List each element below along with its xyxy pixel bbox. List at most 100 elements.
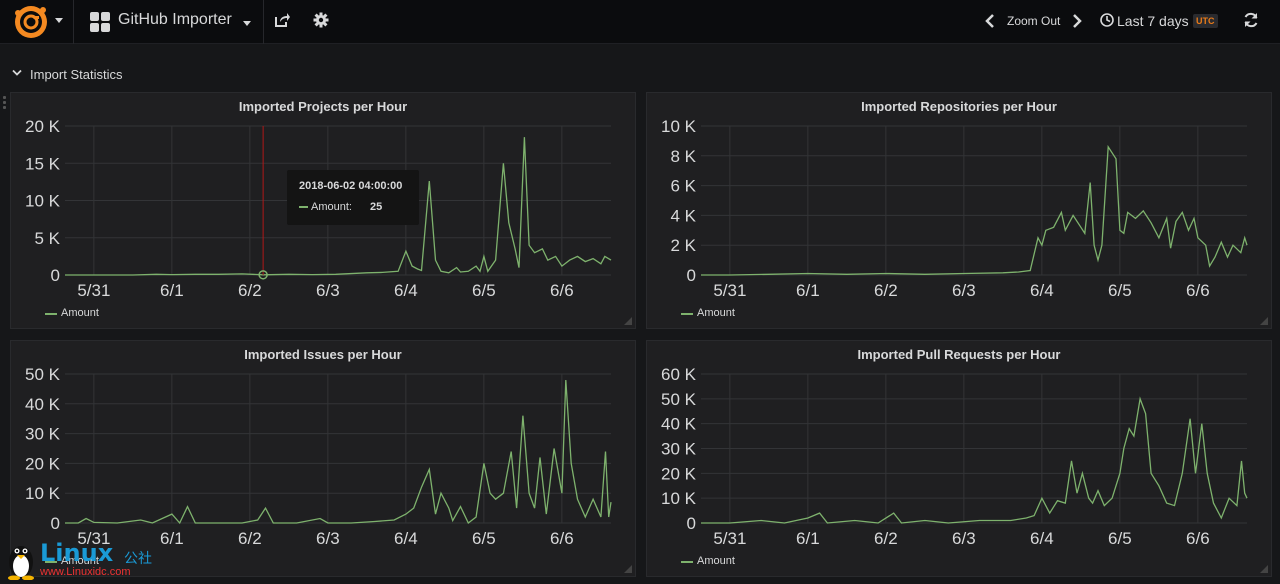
x-tick-label: 6/3 — [316, 281, 340, 300]
y-tick-label: 40 K — [25, 395, 61, 414]
grafana-menu-button[interactable] — [0, 0, 74, 44]
y-tick-label: 15 K — [25, 154, 61, 173]
tooltip-time: 2018-06-02 04:00:00 — [299, 180, 403, 192]
share-icon[interactable] — [274, 12, 290, 28]
penguin-icon — [8, 546, 34, 580]
y-tick-label: 30 K — [661, 440, 697, 459]
graph-tooltip: 2018-06-02 04:00:00 Amount: 25 — [287, 170, 419, 225]
watermark-cn-text: 公社 — [124, 550, 152, 566]
hover-point-marker — [258, 270, 268, 280]
panel-imported-repositories[interactable]: Imported Repositories per Hour 0 2 K 4 K 6 … — [646, 92, 1272, 329]
refresh-icon[interactable] — [1243, 12, 1259, 28]
y-tick-label: 0 — [687, 266, 696, 285]
legend-label: Amount — [61, 555, 99, 567]
gear-icon[interactable] — [313, 12, 329, 28]
x-tick-label: 6/6 — [550, 529, 574, 548]
x-tick-label: 6/1 — [796, 281, 820, 300]
tooltip-swatch — [299, 206, 308, 208]
y-tick-label: 10 K — [25, 192, 61, 211]
x-tick-label: 6/6 — [1186, 529, 1210, 548]
x-tick-label: 6/5 — [1108, 529, 1132, 548]
y-tick-label: 0 — [51, 266, 60, 285]
x-tick-label: 5/31 — [77, 529, 110, 548]
x-tick-label: 6/6 — [550, 281, 574, 300]
panel-title: Imported Issues per Hour — [244, 347, 402, 362]
watermark-url: www.Linuxidc.com — [40, 566, 131, 578]
y-tick-label: 40 K — [661, 415, 697, 434]
timezone-badge: UTC — [1193, 14, 1218, 28]
legend-label: Amount — [61, 307, 99, 319]
y-tick-label: 50 K — [25, 365, 61, 384]
y-tick-label: 0 — [687, 514, 696, 533]
grafana-logo-icon — [15, 6, 47, 38]
panel-title: Imported Pull Requests per Hour — [857, 347, 1061, 362]
y-tick-label: 8 K — [670, 147, 696, 166]
tooltip-series-name: Amount: — [311, 201, 352, 213]
x-tick-label: 6/4 — [1030, 281, 1054, 300]
x-tick-label: 6/3 — [316, 529, 340, 548]
chevron-down-icon — [12, 69, 22, 76]
clock-icon — [1100, 13, 1114, 27]
zoom-out-button[interactable]: Zoom Out — [1007, 14, 1061, 28]
x-tick-label: 6/5 — [472, 281, 496, 300]
y-tick-label: 2 K — [670, 236, 696, 255]
y-tick-label: 30 K — [25, 425, 61, 444]
panel-title: Imported Repositories per Hour — [861, 99, 1057, 114]
dashboard-picker-button[interactable]: GitHub Importer — [74, 0, 264, 44]
x-tick-label: 6/5 — [472, 529, 496, 548]
x-tick-label: 6/4 — [394, 281, 418, 300]
x-tick-label: 6/6 — [1186, 281, 1210, 300]
x-tick-label: 6/4 — [394, 529, 418, 548]
tooltip-value: 25 — [370, 201, 383, 213]
row-title: Import Statistics — [30, 67, 123, 82]
resize-handle-icon[interactable] — [1260, 565, 1268, 573]
x-tick-label: 6/2 — [874, 529, 898, 548]
y-tick-label: 4 K — [670, 206, 696, 225]
resize-handle-icon[interactable] — [1260, 317, 1268, 325]
chevron-right-icon[interactable] — [1072, 14, 1082, 28]
y-tick-label: 6 K — [670, 177, 696, 196]
watermark: Linux 公社 www.Linuxidc.com — [4, 538, 174, 582]
panel-title: Imported Projects per Hour — [238, 99, 408, 114]
x-tick-label: 6/1 — [160, 281, 184, 300]
line-chart[interactable]: 0 5 K 10 K 15 K 20 K 5/31 6/1 6/2 6/3 6/4 6/5 6/6 — [11, 93, 637, 330]
chevron-down-icon — [55, 18, 63, 23]
y-tick-label: 50 K — [661, 390, 697, 409]
top-navbar: GitHub Importer Zoom Out Last 7 days UTC — [0, 0, 1280, 44]
legend-swatch — [681, 561, 693, 563]
panel-imported-issues[interactable]: Imported Issues per Hour 0 10 K 20 K 30 K 40… — [10, 340, 636, 577]
legend-label: Amount — [697, 555, 735, 567]
y-tick-label: 20 K — [25, 454, 61, 473]
resize-handle-icon[interactable] — [624, 317, 632, 325]
y-tick-label: 10 K — [25, 484, 61, 503]
legend-swatch — [45, 313, 57, 315]
line-chart[interactable]: 0 10 K 20 K 30 K 40 K 50 K 5/31 6/1 6/2 6/3 6/4 6/5… — [11, 341, 637, 578]
legend-swatch — [45, 561, 57, 563]
x-tick-label: 6/1 — [796, 529, 820, 548]
x-tick-label: 6/3 — [952, 529, 976, 548]
series-line-amount — [701, 144, 1248, 276]
x-tick-label: 6/4 — [1030, 529, 1054, 548]
line-chart[interactable]: 0 10 K 20 K 30 K 40 K 50 K 60 K 5/31 6/1 6/2 6/3 6/… — [647, 341, 1273, 578]
y-tick-label: 60 K — [661, 365, 697, 384]
panel-imported-pull-requests[interactable]: Imported Pull Requests per Hour 0 10 K 20 … — [646, 340, 1272, 577]
x-tick-label: 5/31 — [713, 529, 746, 548]
series-line-amount — [65, 379, 612, 525]
x-tick-label: 6/3 — [952, 281, 976, 300]
drag-handle-icon[interactable] — [3, 96, 7, 110]
y-tick-label: 10 K — [661, 489, 697, 508]
dashboard-title: GitHub Importer — [118, 11, 232, 28]
legend-label: Amount — [697, 307, 735, 319]
y-tick-label: 20 K — [25, 117, 61, 136]
x-tick-label: 6/5 — [1108, 281, 1132, 300]
dashboard-grid-icon — [90, 12, 110, 32]
line-chart[interactable]: 0 2 K 4 K 6 K 8 K 10 K 5/31 6/1 6/2 6/3 6/4 6/5 6/6 — [647, 93, 1273, 330]
x-tick-label: 6/2 — [238, 281, 262, 300]
chevron-left-icon[interactable] — [985, 14, 995, 28]
resize-handle-icon[interactable] — [624, 565, 632, 573]
time-range-label: Last 7 days — [1117, 13, 1189, 29]
x-tick-label: 6/1 — [160, 529, 184, 548]
legend-swatch — [681, 313, 693, 315]
x-tick-label: 5/31 — [713, 281, 746, 300]
x-tick-label: 6/2 — [238, 529, 262, 548]
